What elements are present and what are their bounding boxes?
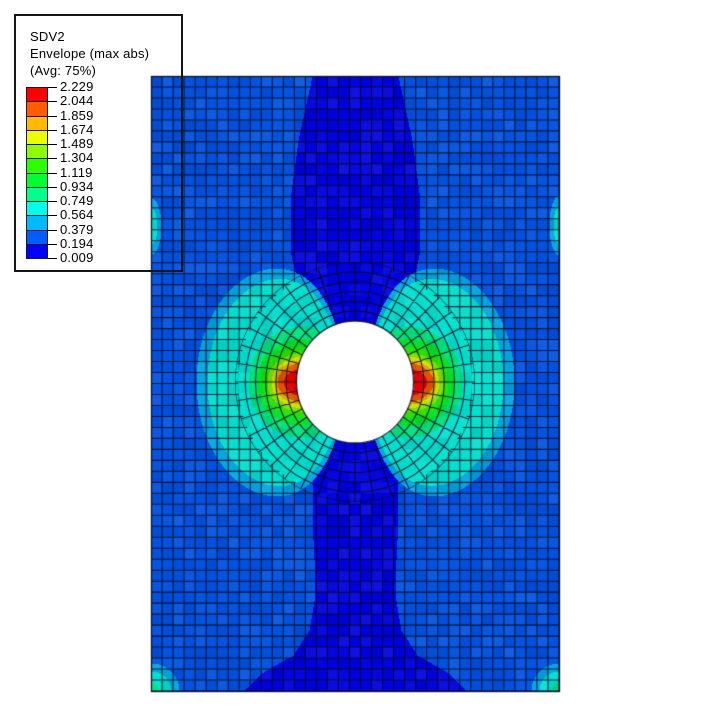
legend-level-label: 0.009 bbox=[60, 250, 94, 265]
legend-color-chip bbox=[26, 101, 48, 117]
legend-color-chip bbox=[26, 87, 48, 103]
legend-level-label: 0.379 bbox=[60, 221, 94, 237]
legend-level-label: 0.934 bbox=[60, 178, 94, 194]
legend-color-chip bbox=[26, 158, 48, 174]
legend-level-label: 1.489 bbox=[60, 136, 94, 151]
legend-level-label: 2.044 bbox=[60, 93, 94, 109]
legend-level-label: 1.119 bbox=[60, 164, 93, 180]
legend-tick bbox=[48, 129, 57, 131]
legend-color-chip bbox=[26, 243, 48, 259]
legend-level-label: 0.749 bbox=[60, 193, 94, 208]
legend-tick bbox=[48, 87, 57, 88]
legend-field-name: SDV2 bbox=[30, 29, 65, 44]
legend-color-chip bbox=[26, 144, 48, 160]
legend-tick bbox=[48, 243, 57, 245]
legend-tick bbox=[48, 215, 57, 217]
legend-color-chip bbox=[26, 115, 48, 131]
legend-level-label: 2.229 bbox=[60, 79, 94, 94]
legend-level-label: 1.304 bbox=[60, 150, 94, 166]
legend-color-chip bbox=[26, 201, 48, 217]
legend-color-chip bbox=[26, 172, 48, 188]
legend-level-label: 0.564 bbox=[60, 207, 94, 223]
legend-tick bbox=[48, 201, 57, 202]
legend-level-label: 1.859 bbox=[60, 107, 94, 123]
legend-color-chip bbox=[26, 129, 48, 145]
contour-legend: SDV2 Envelope (max abs) (Avg: 75%) 2.229… bbox=[14, 14, 183, 272]
legend-color-scale: 2.229 2.044 1.859 1.674 1.489 1.304 1.119 0.934… bbox=[16, 16, 181, 270]
legend-averaging: (Avg: 75%) bbox=[30, 63, 97, 78]
legend-level-label: 0.194 bbox=[60, 235, 94, 251]
legend-tick bbox=[48, 144, 57, 145]
legend-tick bbox=[48, 172, 57, 174]
legend-color-chip bbox=[26, 229, 48, 245]
legend-tick bbox=[48, 186, 57, 188]
legend-color-chip bbox=[26, 215, 48, 231]
legend-tick bbox=[48, 258, 57, 259]
legend-color-chip bbox=[26, 186, 48, 202]
legend-level-label: 1.674 bbox=[60, 121, 94, 137]
legend-tick bbox=[48, 158, 57, 160]
legend-tick bbox=[48, 115, 57, 117]
legend-tick bbox=[48, 101, 57, 103]
legend-tick bbox=[48, 229, 57, 231]
legend-result-type: Envelope (max abs) bbox=[30, 46, 150, 61]
